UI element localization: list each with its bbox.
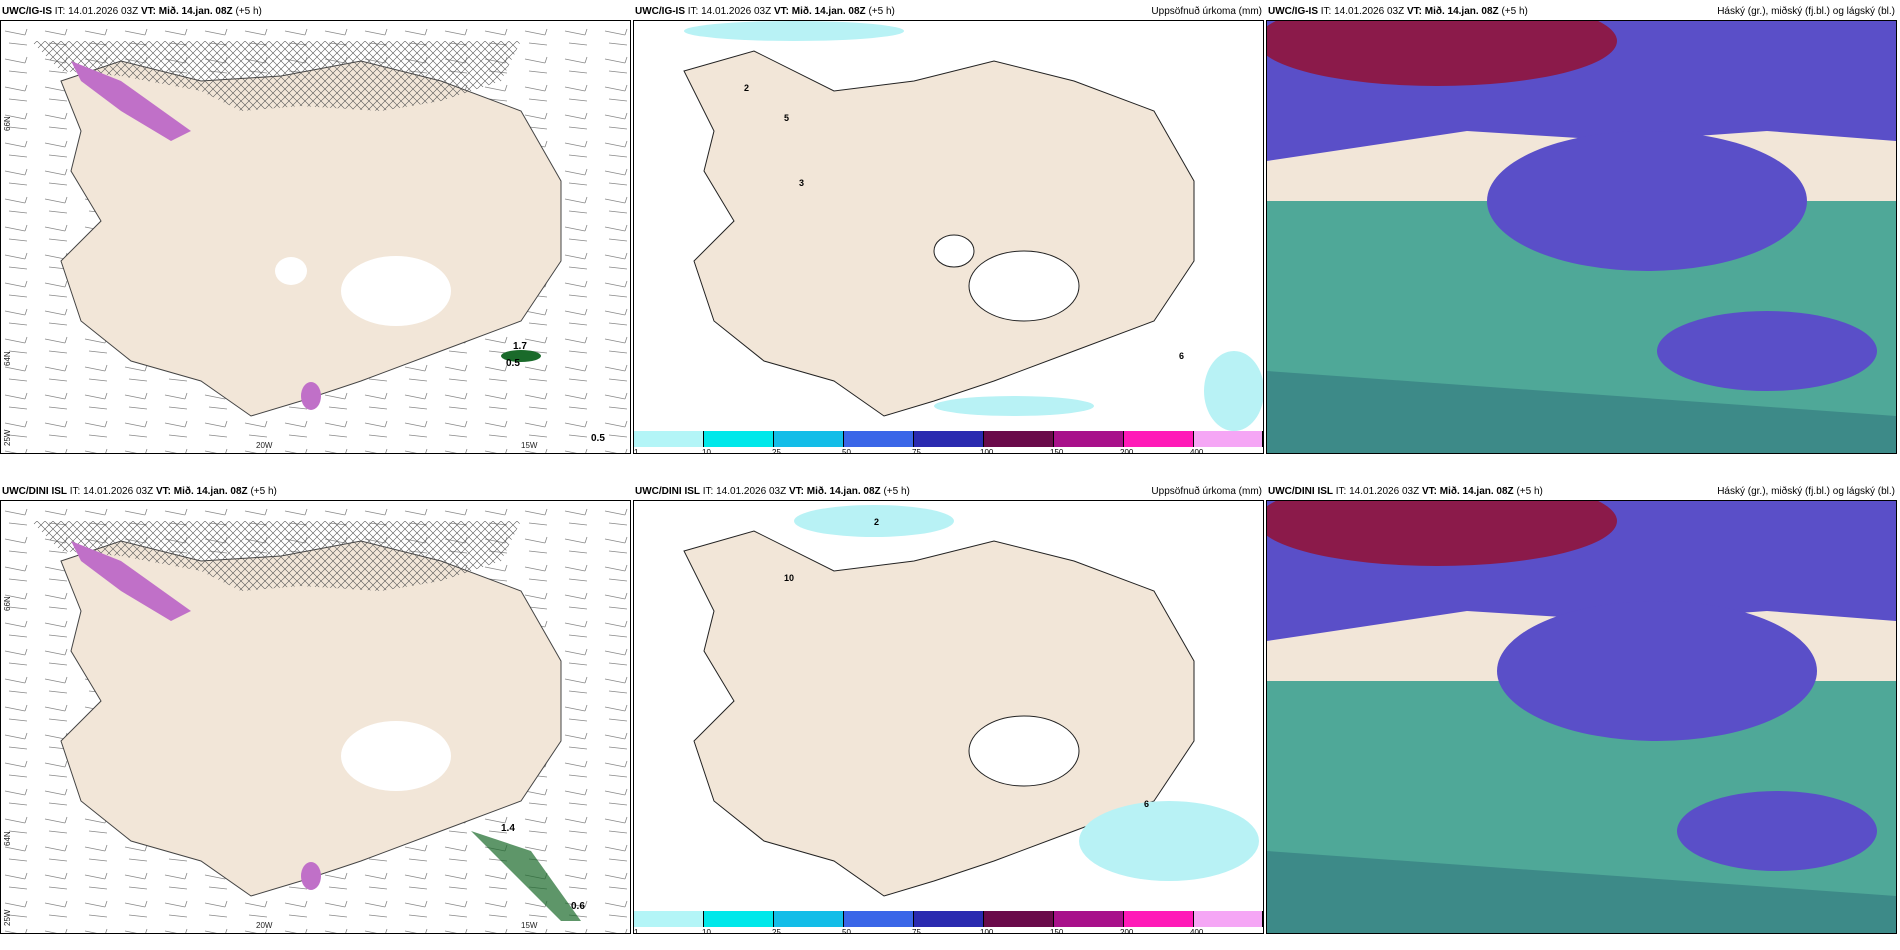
wind-value-2: 1.7 [513,341,527,352]
cloud-map[interactable] [1266,20,1897,454]
wind-map[interactable]: 1.4 0.6 20W 15W 66N 64N 25W [0,500,631,934]
precip-value: 6 [1179,351,1184,361]
cloud-map[interactable] [1266,500,1897,934]
precip-title: Uppsöfnuð úrkoma (mm) [1151,486,1262,497]
wind-map[interactable]: 0.5 1.7 0.5 20W 15W 66N 64N 25W [0,20,631,454]
colorbar: 1 10 25 50 75 100 150 200 400 [634,431,1263,453]
lon-label: 20W [256,921,273,930]
panel-title: UWC/IG-IS IT: 14.01.2026 03Z VT: Mið. 14… [2,6,262,17]
precip-map[interactable]: 2 5 3 6 1 10 25 50 75 100 150 200 400 [633,20,1264,454]
precip-panel-2: UWC/DINI ISL IT: 14.01.2026 03Z VT: Mið.… [633,486,1264,934]
wind-value-3: 0.5 [591,433,605,444]
precip-panel-1: UWC/IG-IS IT: 14.01.2026 03Z VT: Mið. 14… [633,6,1264,454]
precip-value: 2 [874,517,879,527]
colorbar: 1 10 25 50 75 100 150 200 400 [634,911,1263,933]
wind-value-1: 1.4 [501,823,515,834]
panel-title: UWC/IG-IS IT: 14.01.2026 03Z VT: Mið. 14… [1268,6,1528,17]
wind-value-1: 0.5 [506,358,520,369]
lon-label: 15W [521,441,538,450]
cloud-title: Háský (gr.), miðský (fj.bl.) og lágský (… [1717,6,1895,17]
lat-label: 66N [3,596,12,611]
precip-value: 5 [784,113,789,123]
precip-title: Uppsöfnuð úrkoma (mm) [1151,6,1262,17]
precip-map[interactable]: 2 10 6 1 10 25 50 75 100 150 200 400 [633,500,1264,934]
panel-title: UWC/DINI ISL IT: 14.01.2026 03Z VT: Mið.… [2,486,277,497]
lat-label: 64N [3,831,12,846]
lat-label: 64N [3,351,12,366]
cloud-title: Háský (gr.), miðský (fj.bl.) og lágský (… [1717,486,1895,497]
cloud-panel-1: UWC/IG-IS IT: 14.01.2026 03Z VT: Mið. 14… [1266,6,1897,454]
panel-title: UWC/DINI ISL IT: 14.01.2026 03Z VT: Mið.… [1268,486,1543,497]
precip-value: 10 [784,573,794,583]
panel-title: UWC/DINI ISL IT: 14.01.2026 03Z VT: Mið.… [635,486,910,497]
lat-label: 25W [3,909,12,926]
wind-panel-2: UWC/DINI ISL IT: 14.01.2026 03Z VT: Mið.… [0,486,631,934]
lat-label: 25W [3,429,12,446]
precip-value: 3 [799,178,804,188]
wind-value-2: 0.6 [571,901,585,912]
lat-label: 66N [3,116,12,131]
precip-value: 2 [744,83,749,93]
panel-title: UWC/IG-IS IT: 14.01.2026 03Z VT: Mið. 14… [635,6,895,17]
lon-label: 20W [256,441,273,450]
cloud-panel-2: UWC/DINI ISL IT: 14.01.2026 03Z VT: Mið.… [1266,486,1897,934]
wind-panel-1: UWC/IG-IS IT: 14.01.2026 03Z VT: Mið. 14… [0,6,631,454]
precip-value: 6 [1144,799,1149,809]
lon-label: 15W [521,921,538,930]
